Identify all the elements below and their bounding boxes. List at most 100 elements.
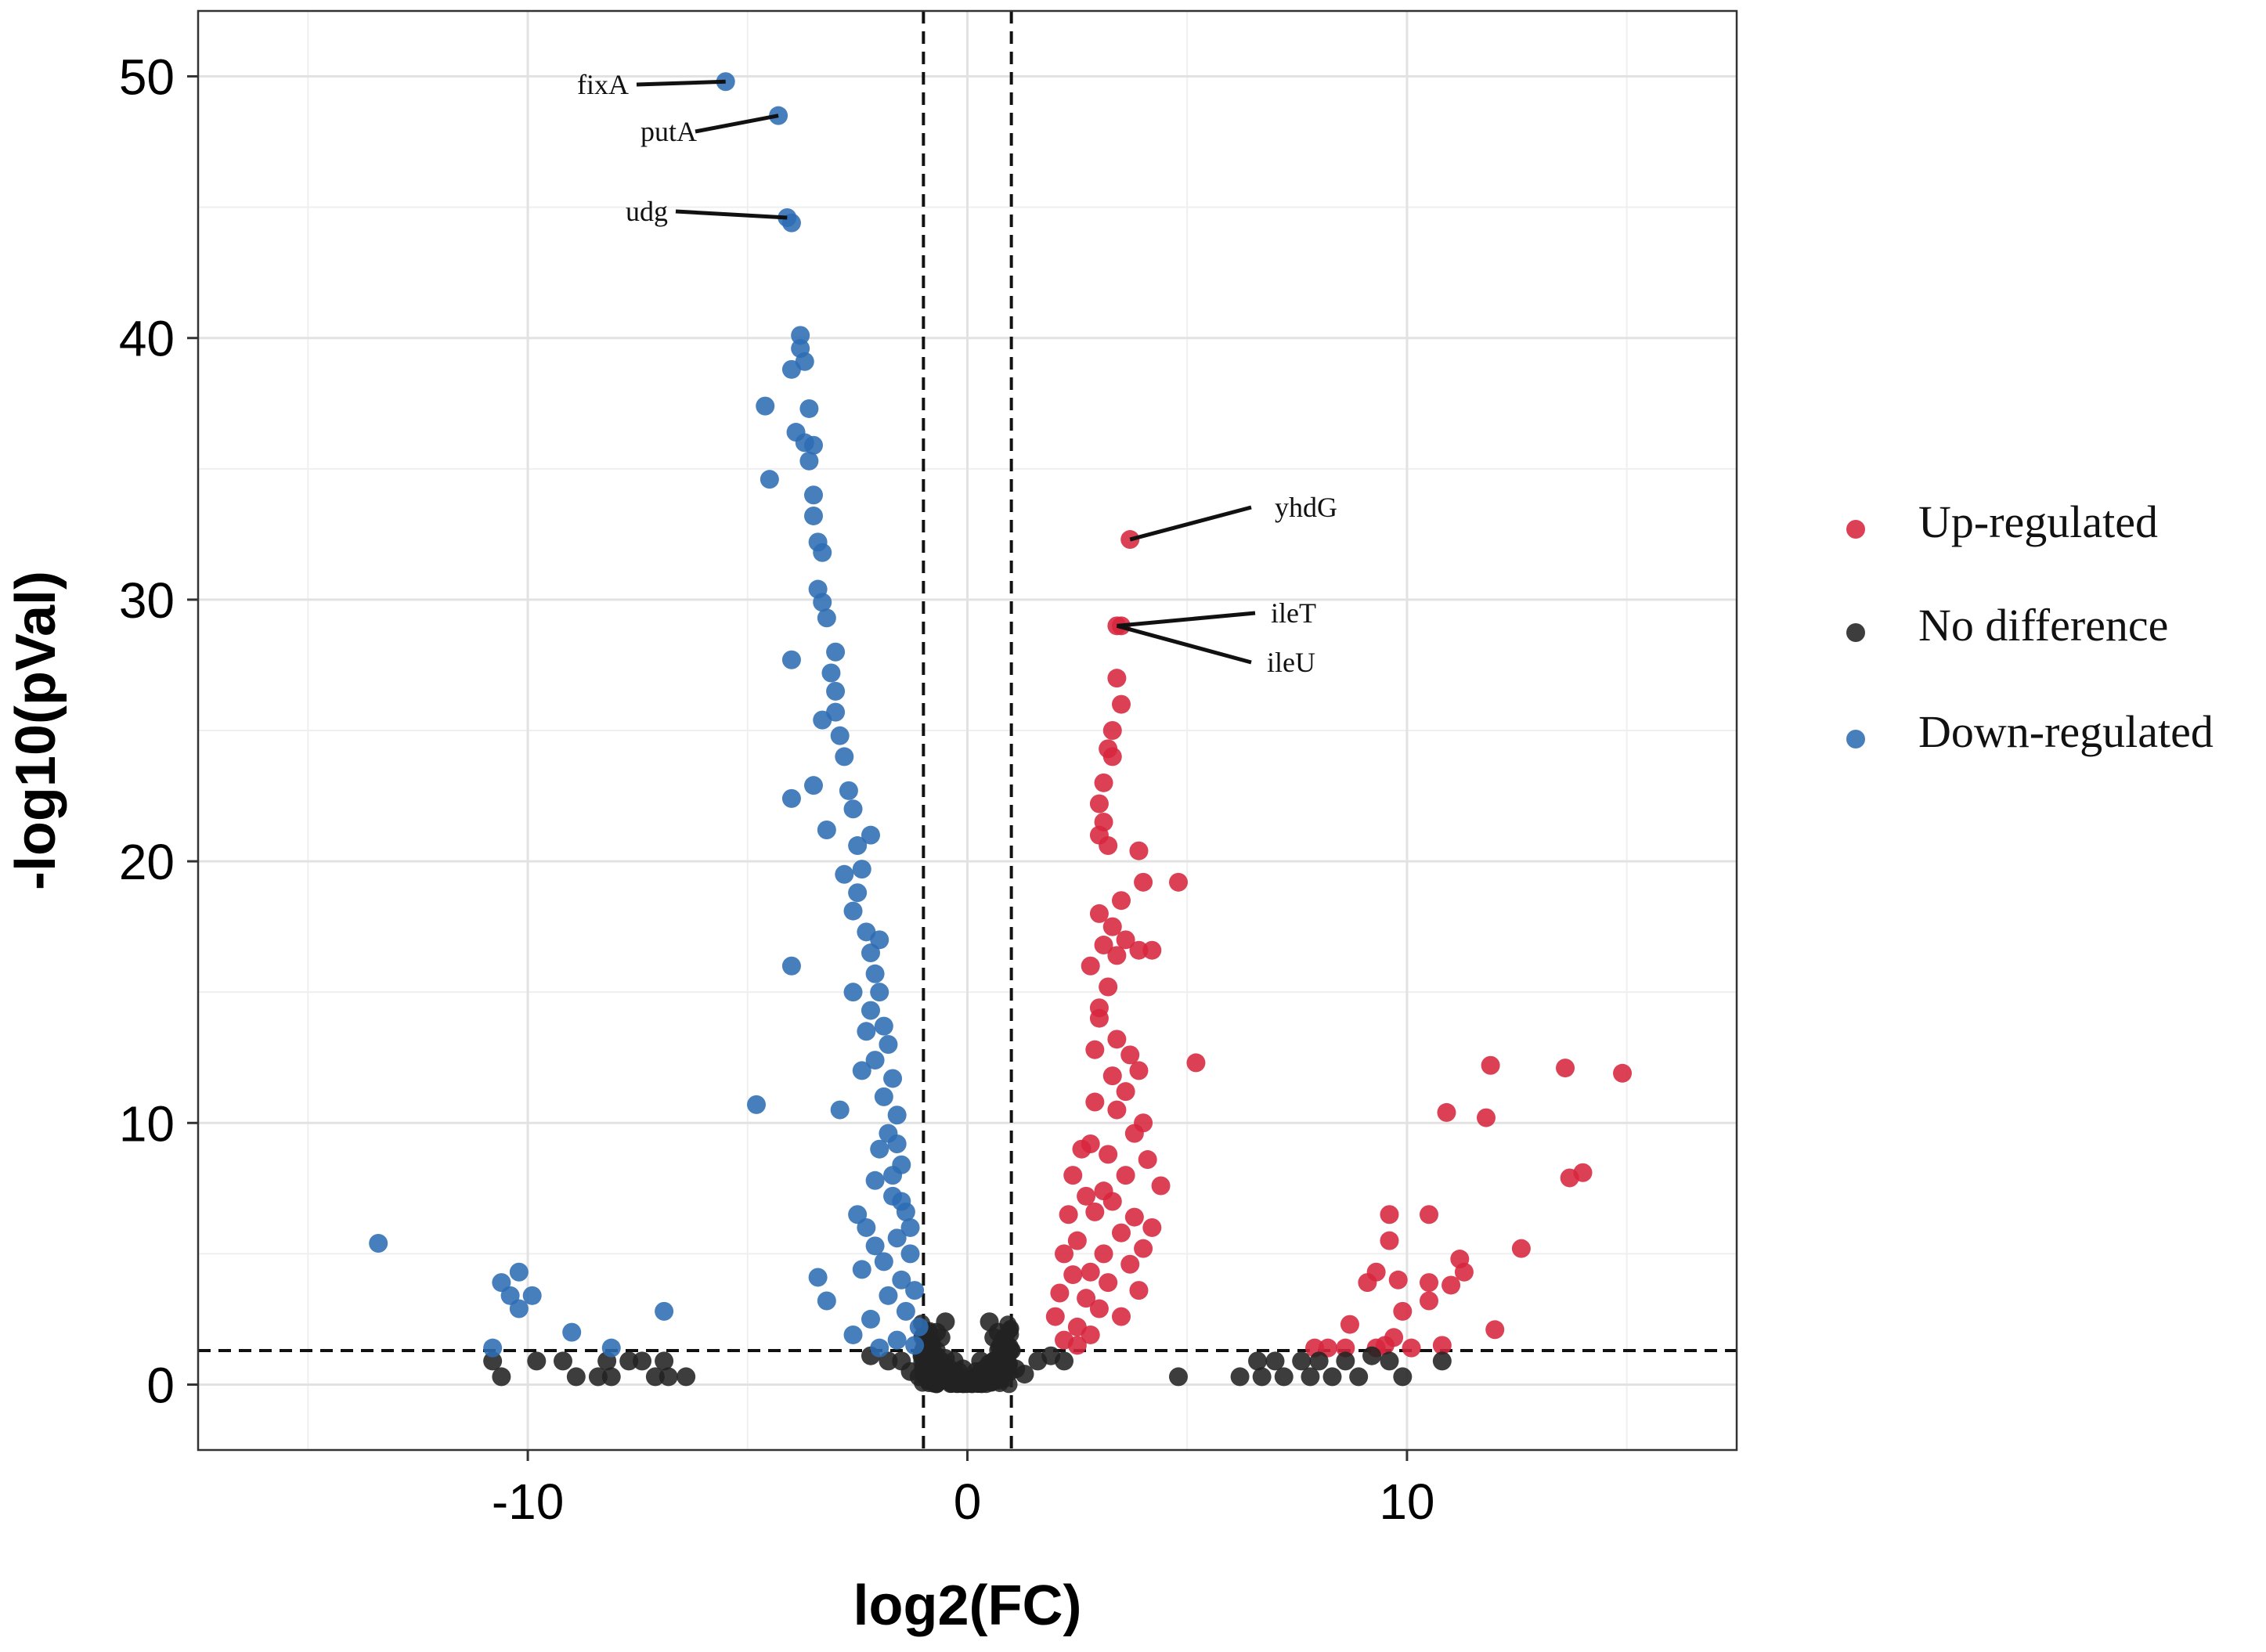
point-no-difference (588, 1367, 608, 1387)
legend: Up-regulated No difference Down-regulated (1846, 496, 2214, 757)
point-down-regulated (817, 1291, 836, 1311)
point-up-regulated (1168, 872, 1188, 892)
point-no-difference (1336, 1351, 1355, 1371)
point-up-regulated (1077, 1289, 1096, 1308)
annotation-leader-line (675, 209, 788, 220)
y-axis-title: -log10(pVal) (5, 571, 67, 890)
point-down-regulated (791, 326, 810, 345)
point-down-regulated (865, 1051, 885, 1070)
point-up-regulated (1481, 1055, 1500, 1075)
point-up-regulated (1050, 1283, 1070, 1303)
point-down-regulated (905, 1281, 925, 1300)
point-down-regulated (813, 593, 832, 612)
point-up-regulated (1556, 1059, 1575, 1078)
point-no-difference (1230, 1367, 1250, 1387)
point-up-regulated (1089, 1299, 1109, 1318)
annotation-leader-line (1116, 623, 1252, 665)
point-up-regulated (1613, 1063, 1633, 1083)
point-up-regulated (1124, 1124, 1144, 1143)
point-down-regulated (852, 1260, 871, 1279)
point-up-regulated (1358, 1273, 1377, 1293)
point-down-regulated (830, 726, 850, 745)
point-down-regulated (883, 1069, 903, 1088)
legend-swatch (1846, 730, 1865, 748)
point-down-regulated (804, 435, 823, 455)
point-up-regulated (1186, 1053, 1206, 1073)
point-down-regulated (865, 964, 885, 983)
point-up-regulated (1055, 1244, 1074, 1264)
point-up-regulated (1099, 1145, 1118, 1164)
point-down-regulated (865, 1170, 885, 1190)
point-no-difference (1015, 1365, 1034, 1384)
point-up-regulated (1081, 1325, 1100, 1344)
point-down-regulated (522, 1286, 542, 1305)
point-up-regulated (1085, 1040, 1105, 1059)
point-no-difference (655, 1351, 674, 1371)
point-down-regulated (892, 1270, 911, 1289)
point-up-regulated (1442, 1275, 1461, 1295)
point-down-regulated (870, 983, 889, 1002)
point-up-regulated (1138, 1150, 1157, 1170)
gene-annotations: fixA putA udg yhdG ileT ileU (577, 69, 1337, 678)
point-up-regulated (1067, 1336, 1087, 1355)
point-up-regulated (1094, 936, 1113, 955)
point-down-regulated (601, 1338, 621, 1358)
point-up-regulated (1120, 1254, 1140, 1274)
point-down-regulated (874, 1016, 893, 1036)
point-up-regulated (1094, 773, 1113, 792)
point-no-difference (1393, 1367, 1413, 1387)
point-up-regulated (1099, 1273, 1118, 1293)
point-up-regulated (1112, 1307, 1131, 1326)
point-down-regulated (892, 1192, 911, 1211)
point-up-regulated (1142, 940, 1162, 960)
point-down-regulated (839, 781, 858, 800)
point-no-difference (927, 1322, 947, 1342)
point-down-regulated (804, 485, 823, 505)
point-up-regulated (1340, 1315, 1359, 1334)
point-up-regulated (1437, 1102, 1456, 1122)
point-down-regulated (843, 983, 863, 1002)
point-no-difference (1274, 1367, 1294, 1387)
point-no-difference (1349, 1367, 1369, 1387)
point-up-regulated (1077, 1186, 1096, 1206)
point-no-difference (645, 1367, 665, 1387)
point-no-difference (566, 1367, 586, 1387)
point-down-regulated (760, 470, 779, 489)
point-up-regulated (1454, 1262, 1474, 1282)
point-up-regulated (1380, 1231, 1399, 1250)
point-down-regulated (900, 1244, 920, 1264)
point-down-regulated (781, 359, 801, 379)
point-no-difference (1322, 1367, 1342, 1387)
point-up-regulated (1124, 1207, 1144, 1227)
point-no-difference (1252, 1367, 1272, 1387)
point-down-regulated (848, 836, 868, 856)
point-down-regulated (813, 543, 832, 562)
point-down-regulated (804, 506, 823, 525)
point-down-regulated (861, 825, 880, 845)
legend-swatch (1846, 623, 1865, 642)
annotation-label-ileT: ileT (1271, 597, 1316, 629)
point-down-regulated (861, 1001, 880, 1020)
legend-item: No difference (1846, 600, 2168, 651)
point-down-regulated (808, 1268, 828, 1287)
y-tick-label: 40 (119, 311, 175, 367)
point-down-regulated (861, 1309, 880, 1329)
y-tick-label: 30 (119, 572, 175, 629)
point-down-regulated (896, 1301, 915, 1321)
x-axis-ticks: -10 0 10 (492, 1450, 1435, 1530)
point-up-regulated (1134, 1239, 1153, 1258)
point-no-difference (553, 1351, 572, 1371)
point-up-regulated (1102, 917, 1122, 936)
legend-swatch (1846, 520, 1865, 539)
point-up-regulated (1388, 1270, 1408, 1289)
y-axis-ticks: 0 10 20 30 40 50 (119, 49, 198, 1413)
point-down-regulated (781, 650, 801, 669)
point-up-regulated (1112, 694, 1131, 714)
point-no-difference (1055, 1351, 1074, 1371)
point-down-regulated (509, 1299, 529, 1318)
point-up-regulated (1116, 930, 1135, 950)
point-up-regulated (1102, 1192, 1122, 1211)
annotation-leader-line (1129, 505, 1252, 542)
point-up-regulated (1107, 946, 1127, 965)
point-down-regulated (747, 1095, 767, 1114)
